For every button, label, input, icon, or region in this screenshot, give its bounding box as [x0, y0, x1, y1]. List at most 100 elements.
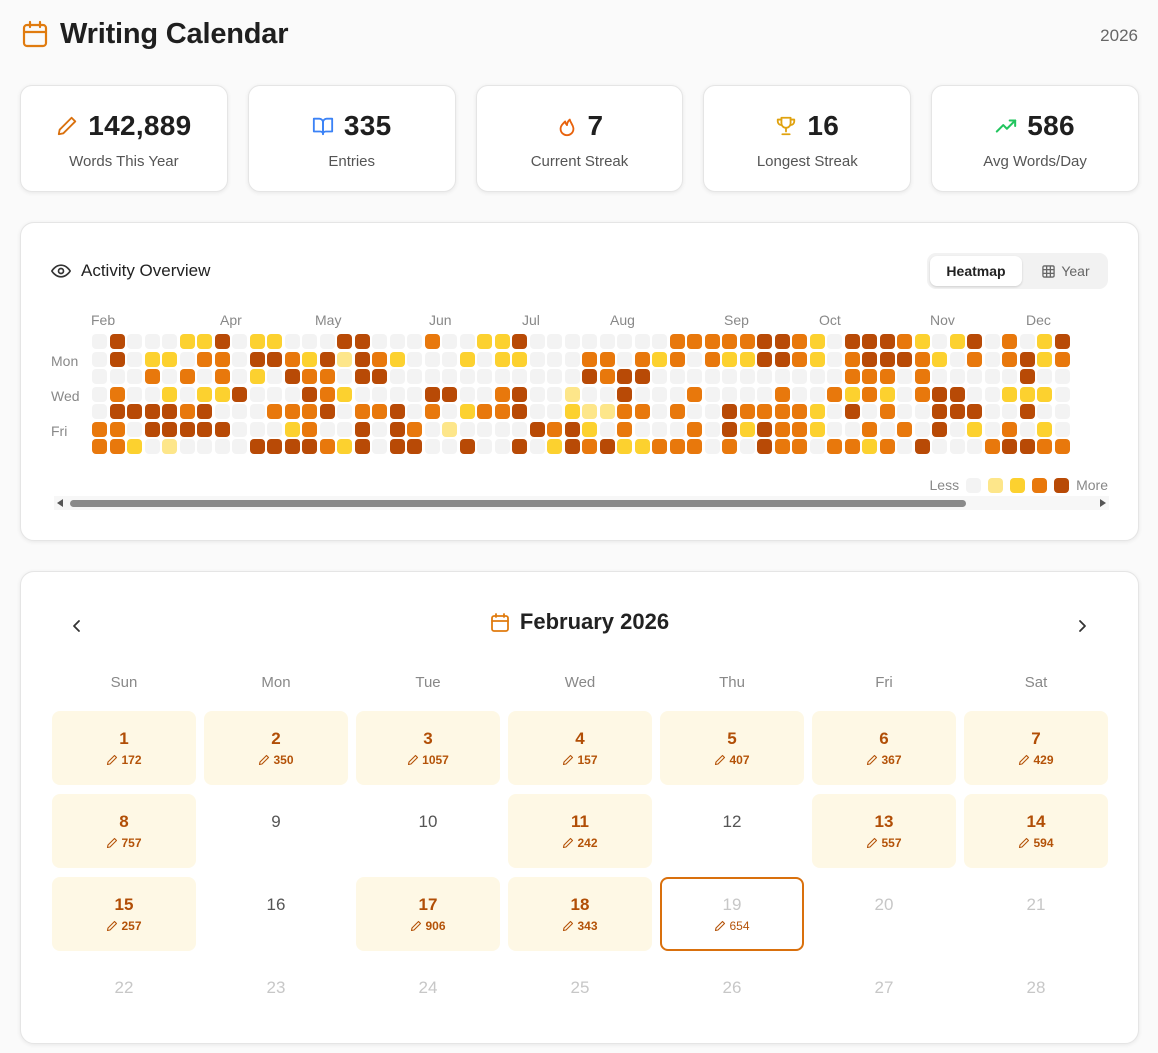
- heatmap-cell[interactable]: [774, 369, 790, 384]
- heatmap-cell[interactable]: [722, 334, 737, 349]
- heatmap-cell[interactable]: [722, 369, 737, 384]
- scroll-right-arrow[interactable]: [1100, 499, 1106, 507]
- heatmap-cell[interactable]: [949, 334, 965, 349]
- heatmap-cell[interactable]: [109, 369, 125, 384]
- heatmap-cell[interactable]: [267, 421, 282, 437]
- heatmap-cell[interactable]: [739, 334, 755, 349]
- heatmap-cell[interactable]: [232, 369, 247, 384]
- calendar-day[interactable]: 22: [52, 960, 196, 1034]
- heatmap-cell[interactable]: [284, 421, 300, 437]
- heatmap-cell[interactable]: [127, 369, 142, 384]
- calendar-day[interactable]: 26: [660, 960, 804, 1034]
- heatmap-cell[interactable]: [302, 404, 317, 419]
- heatmap-cell[interactable]: [722, 421, 737, 437]
- heatmap-cell[interactable]: [634, 334, 650, 349]
- heatmap-cell[interactable]: [442, 369, 457, 384]
- heatmap-cell[interactable]: [512, 386, 527, 402]
- heatmap-cell[interactable]: [459, 386, 475, 402]
- heatmap-cell[interactable]: [1002, 421, 1017, 437]
- calendar-day[interactable]: 25: [508, 960, 652, 1034]
- heatmap-cell[interactable]: [459, 369, 475, 384]
- heatmap-cell[interactable]: [92, 334, 107, 349]
- scroll-left-arrow[interactable]: [57, 499, 63, 507]
- calendar-day[interactable]: 10: [356, 794, 500, 868]
- heatmap-cell[interactable]: [459, 404, 475, 419]
- heatmap-cell[interactable]: [529, 421, 545, 437]
- heatmap-cell[interactable]: [459, 439, 475, 454]
- heatmap-cell[interactable]: [179, 421, 195, 437]
- heatmap-cell[interactable]: [739, 439, 755, 454]
- heatmap-cell[interactable]: [1002, 404, 1017, 419]
- heatmap-cell[interactable]: [914, 334, 930, 349]
- heatmap-cell[interactable]: [757, 386, 772, 402]
- heatmap-cell[interactable]: [214, 386, 230, 402]
- heatmap-cell[interactable]: [162, 421, 177, 437]
- heatmap-cell[interactable]: [109, 334, 125, 349]
- heatmap-cell[interactable]: [1019, 421, 1035, 437]
- heatmap-cell[interactable]: [652, 334, 667, 349]
- heatmap-cell[interactable]: [232, 439, 247, 454]
- heatmap-cell[interactable]: [704, 421, 720, 437]
- calendar-day[interactable]: 3 1057: [356, 711, 500, 785]
- calendar-day[interactable]: 9: [204, 794, 348, 868]
- heatmap-cell[interactable]: [459, 334, 475, 349]
- calendar-day[interactable]: 12: [660, 794, 804, 868]
- heatmap-cell[interactable]: [197, 421, 212, 437]
- heatmap-cell[interactable]: [267, 386, 282, 402]
- calendar-day[interactable]: 16: [204, 877, 348, 951]
- heatmap-cell[interactable]: [494, 404, 510, 419]
- heatmap-cell[interactable]: [652, 404, 667, 419]
- heatmap-cell[interactable]: [652, 421, 667, 437]
- heatmap-cell[interactable]: [949, 351, 965, 367]
- heatmap-cell[interactable]: [932, 334, 947, 349]
- heatmap-cell[interactable]: [704, 334, 720, 349]
- heatmap-cell[interactable]: [599, 386, 615, 402]
- heatmap-cell[interactable]: [109, 439, 125, 454]
- heatmap-cell[interactable]: [774, 351, 790, 367]
- heatmap-cell[interactable]: [914, 351, 930, 367]
- heatmap-cell[interactable]: [494, 386, 510, 402]
- heatmap-cell[interactable]: [1019, 334, 1035, 349]
- heatmap-cell[interactable]: [144, 369, 160, 384]
- heatmap-cell[interactable]: [214, 421, 230, 437]
- heatmap-cell[interactable]: [792, 404, 807, 419]
- heatmap-cell[interactable]: [669, 386, 685, 402]
- heatmap-cell[interactable]: [932, 439, 947, 454]
- heatmap-cell[interactable]: [389, 404, 405, 419]
- heatmap-cell[interactable]: [792, 439, 807, 454]
- heatmap-cell[interactable]: [1002, 439, 1017, 454]
- heatmap-cell[interactable]: [599, 439, 615, 454]
- heatmap-cell[interactable]: [442, 334, 457, 349]
- heatmap-cell[interactable]: [267, 351, 282, 367]
- heatmap-cell[interactable]: [617, 404, 632, 419]
- calendar-day[interactable]: 15 257: [52, 877, 196, 951]
- heatmap-cell[interactable]: [92, 369, 107, 384]
- heatmap-cell[interactable]: [284, 404, 300, 419]
- heatmap-cell[interactable]: [162, 439, 177, 454]
- heatmap-cell[interactable]: [564, 404, 580, 419]
- heatmap-cell[interactable]: [547, 421, 562, 437]
- heatmap-cell[interactable]: [214, 334, 230, 349]
- heatmap-cell[interactable]: [372, 334, 387, 349]
- heatmap-cell[interactable]: [477, 369, 492, 384]
- heatmap-cell[interactable]: [249, 334, 265, 349]
- heatmap-tab[interactable]: Heatmap: [930, 256, 1022, 286]
- heatmap-cell[interactable]: [162, 351, 177, 367]
- heatmap-cell[interactable]: [512, 351, 527, 367]
- heatmap-cell[interactable]: [984, 334, 1000, 349]
- heatmap-cell[interactable]: [319, 439, 335, 454]
- heatmap-cell[interactable]: [599, 421, 615, 437]
- heatmap-cell[interactable]: [1037, 404, 1052, 419]
- heatmap-cell[interactable]: [442, 421, 457, 437]
- heatmap-cell[interactable]: [792, 351, 807, 367]
- heatmap-cell[interactable]: [1019, 369, 1035, 384]
- heatmap-cell[interactable]: [582, 369, 597, 384]
- heatmap-cell[interactable]: [862, 404, 877, 419]
- heatmap-cell[interactable]: [494, 439, 510, 454]
- heatmap-cell[interactable]: [424, 404, 440, 419]
- heatmap-cell[interactable]: [354, 439, 370, 454]
- heatmap-cell[interactable]: [389, 439, 405, 454]
- heatmap-cell[interactable]: [512, 369, 527, 384]
- heatmap-cell[interactable]: [389, 421, 405, 437]
- heatmap-cell[interactable]: [582, 404, 597, 419]
